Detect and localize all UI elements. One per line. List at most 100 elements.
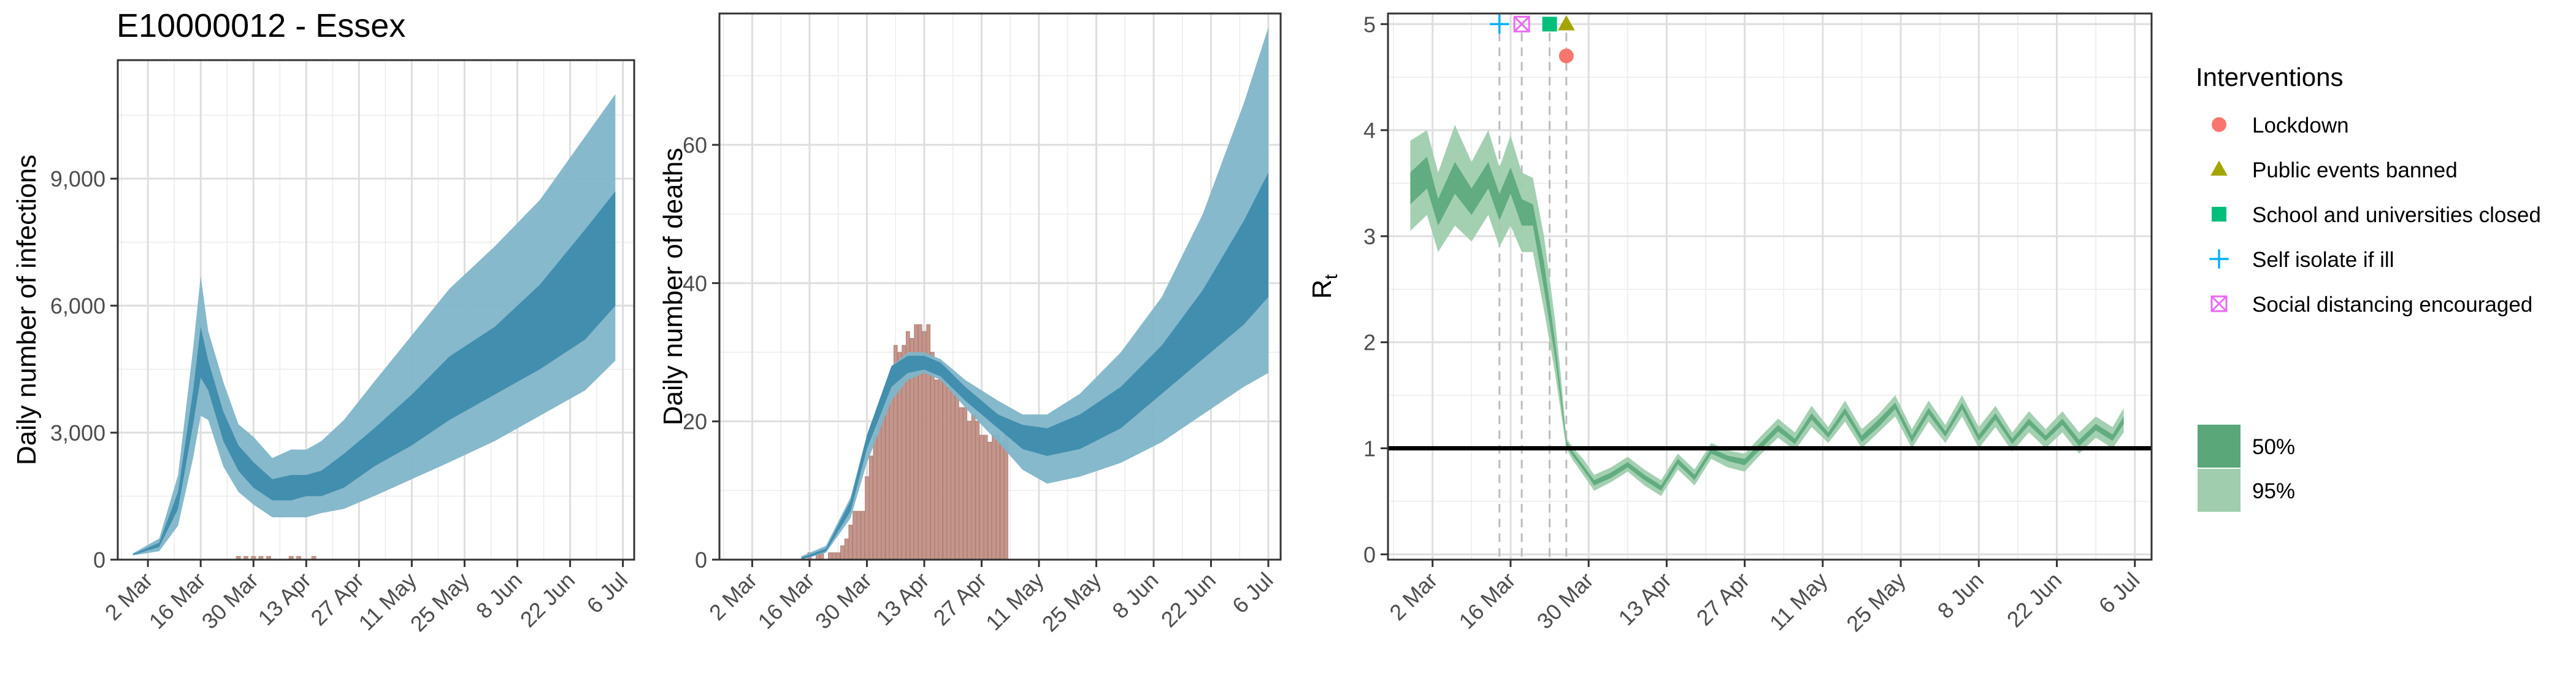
band-95-pct [1410, 125, 2124, 496]
death-bar [827, 552, 832, 560]
death-bar [930, 352, 935, 560]
death-bar [942, 366, 947, 560]
interval-swatch [2198, 425, 2241, 468]
death-bar [861, 511, 865, 560]
death-bar [1000, 441, 1005, 560]
x-tick-label: 6 Jul [581, 568, 632, 619]
death-bar [868, 455, 873, 560]
death-bar [844, 538, 849, 560]
y-axis-label: Daily number of deaths [658, 148, 688, 425]
x-tick-label: 8 Jun [1933, 568, 1988, 623]
death-bar [963, 407, 968, 560]
death-bar [1004, 434, 1008, 560]
x-tick-label: 6 Jul [1227, 568, 1278, 619]
death-bar [971, 414, 976, 560]
x-tick-label: 25 May [1037, 568, 1106, 636]
x-tick-label: 8 Jun [1107, 568, 1163, 623]
interval-label: 95% [2252, 479, 2295, 503]
y-tick-label: 0 [1363, 542, 1376, 567]
band-50-pct [801, 172, 1268, 560]
square-icon [2212, 207, 2226, 222]
observed-case-bar [258, 556, 264, 560]
rt-panel: 0 1 2 3 4 5 2 Mar 16 Mar 30 Mar 13 Apr 27 Apr 11 Ma… [1307, 12, 2153, 636]
death-bar [836, 552, 841, 560]
death-bar [934, 379, 939, 560]
legend-item-label: Self isolate if ill [2252, 248, 2394, 272]
y-axis-label: Daily number of infections [12, 155, 42, 465]
y-tick-label: 2 [1363, 330, 1376, 355]
y-tick-label: 3,000 [50, 420, 105, 446]
x-tick-label: 13 Apr [1613, 568, 1676, 631]
panel-border [1387, 12, 2153, 561]
legend: Interventions Lockdown Public events bann… [2196, 63, 2541, 512]
death-bar [967, 421, 972, 560]
x-tick-label: 30 Mar [197, 568, 263, 634]
death-bar [951, 379, 956, 560]
x-tick-label: 13 Apr [253, 568, 316, 631]
y-tick-label: 60 [683, 133, 707, 158]
triangle-icon [1558, 15, 1575, 31]
death-bar [959, 407, 964, 560]
x-tick-label: 16 Mar [753, 568, 819, 634]
interval-label: 50% [2252, 435, 2295, 459]
x-tick-label: 22 Jun [515, 568, 580, 632]
plot-background [1388, 14, 2152, 560]
observed-case-bar [266, 556, 271, 560]
death-bar [853, 511, 857, 560]
y-tick-label: 1 [1363, 436, 1376, 461]
x-tick-label: 6 Jul [2094, 568, 2145, 619]
death-bar [873, 434, 878, 560]
y-tick-label: 0 [695, 547, 707, 573]
x-tick-label: 2 Mar [1384, 568, 1442, 625]
legend-item-label: School and universities closed [2252, 203, 2541, 227]
death-bar [865, 476, 869, 560]
panel-border [117, 59, 635, 561]
observed-case-bar [243, 556, 248, 560]
legend-item-label: Public events banned [2252, 158, 2458, 182]
interval-swatch [2198, 469, 2241, 512]
circle-icon [2212, 117, 2226, 132]
death-bar [975, 421, 980, 560]
death-bar [995, 434, 1000, 560]
y-tick-label: 6,000 [50, 293, 105, 318]
death-bar [840, 545, 845, 560]
boxed-x-icon [2210, 295, 2228, 312]
death-bar [979, 434, 984, 560]
death-bar [987, 441, 992, 560]
y-axis-label: Rt [1307, 274, 1341, 299]
death-bar [983, 434, 988, 560]
observed-case-bar [296, 556, 302, 560]
y-tick-label: 0 [93, 547, 105, 573]
legend-item-label: Lockdown [2252, 114, 2349, 137]
x-tick-label: 25 May [1841, 568, 1910, 636]
band-95-pct [801, 27, 1268, 560]
band-95-pct [132, 94, 616, 556]
x-tick-label: 30 Mar [810, 568, 876, 634]
chart-title: E10000012 - Essex [117, 7, 405, 44]
y-tick-label: 20 [683, 409, 707, 434]
band-50-pct [132, 191, 616, 555]
band-50-pct [1410, 156, 2124, 491]
legend-title: Interventions [2196, 63, 2343, 91]
observed-case-bar [251, 556, 256, 560]
x-tick-label: 16 Mar [144, 568, 210, 634]
x-tick-label: 25 May [405, 568, 474, 636]
observed-case-bar [311, 556, 316, 560]
y-tick-label: 4 [1363, 118, 1376, 143]
death-bar [881, 407, 886, 560]
plus-icon [2209, 249, 2229, 269]
y-tick-label: 9,000 [50, 166, 105, 191]
x-tick-label: 11 May [1765, 568, 1833, 636]
legend-item-label: Social distancing encouraged [2252, 293, 2532, 317]
death-bar [938, 366, 943, 560]
observed-case-bar [236, 556, 241, 560]
x-tick-label: 16 Mar [1454, 568, 1520, 634]
y-tick-label: 40 [683, 271, 707, 296]
x-tick-label: 13 Apr [871, 568, 934, 631]
x-tick-label: 11 May [981, 568, 1049, 636]
y-tick-label: 3 [1363, 224, 1376, 249]
observed-case-bar [288, 556, 294, 560]
